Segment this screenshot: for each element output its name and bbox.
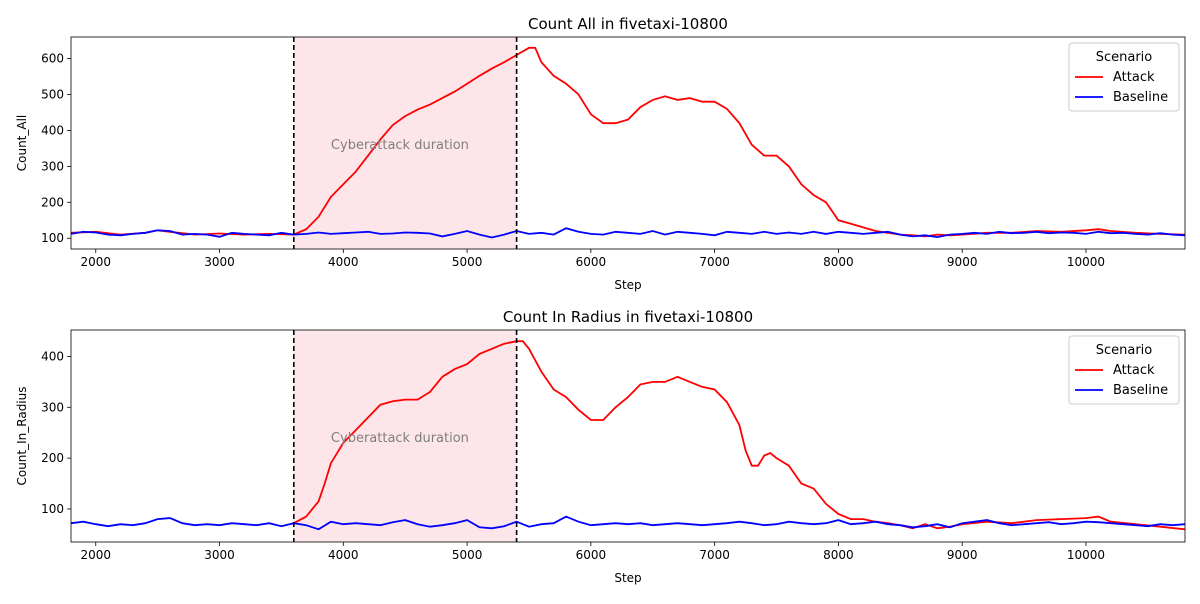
region-label: Cyberattack duration (331, 431, 469, 446)
x-tick-label: 3000 (204, 255, 235, 269)
x-tick-label: 8000 (823, 548, 854, 562)
y-axis-label: Count_All (15, 115, 29, 172)
x-tick-label: 5000 (452, 255, 483, 269)
y-tick-label: 100 (41, 502, 64, 516)
x-tick-label: 7000 (699, 255, 730, 269)
legend-label-attack: Attack (1113, 363, 1155, 378)
x-tick-label: 3000 (204, 548, 235, 562)
legend: Scenario Attack Baseline (1068, 335, 1180, 405)
x-tick-label: 2000 (80, 255, 111, 269)
y-tick-label: 500 (41, 87, 64, 101)
series-line-attack (71, 46, 1185, 238)
y-tick-label: 400 (41, 349, 64, 363)
y-tick-label: 200 (41, 195, 64, 209)
y-tick-label: 300 (41, 159, 64, 173)
region-label: Cyberattack duration (331, 138, 469, 153)
x-axis-label: Step (614, 571, 641, 585)
x-tick-label: 9000 (947, 255, 978, 269)
x-tick-label: 7000 (699, 548, 730, 562)
plot-frame (70, 36, 1186, 250)
chart-title: Count All in fivetaxi-10800 (528, 15, 728, 33)
x-tick-label: 5000 (452, 548, 483, 562)
cyberattack-region (293, 330, 517, 542)
count-in-radius-chart: Cyberattack duration 2000 3000 4000 5000 6000… (15, 308, 1186, 585)
y-tick-label: 300 (41, 400, 64, 414)
series-line-baseline (71, 227, 1185, 239)
series-line-baseline (71, 515, 1185, 531)
x-tick-label: 10000 (1067, 548, 1105, 562)
y-tick-label: 600 (41, 52, 64, 66)
chart-title: Count In Radius in fivetaxi-10800 (503, 308, 753, 326)
x-tick-label: 2000 (80, 548, 111, 562)
legend: Scenario Attack Baseline (1068, 42, 1180, 112)
y-tick-label: 100 (41, 231, 64, 245)
x-tick-label: 9000 (947, 548, 978, 562)
x-tick-label: 4000 (328, 548, 359, 562)
x-axis-label: Step (614, 278, 641, 292)
cyberattack-region (293, 37, 517, 249)
legend-box (1068, 42, 1180, 112)
legend-label-baseline: Baseline (1113, 90, 1168, 105)
series-line-attack (293, 340, 1185, 531)
x-tick-label: 8000 (823, 255, 854, 269)
plot-frame (70, 329, 1186, 543)
y-tick-label: 400 (41, 123, 64, 137)
y-tick-label: 200 (41, 451, 64, 465)
legend-box (1068, 335, 1180, 405)
count-all-chart: Cyberattack duration 2000 3000 4000 5000 6000… (15, 15, 1186, 292)
y-axis-label: Count_In_Radius (15, 386, 29, 485)
x-tick-label: 6000 (576, 548, 607, 562)
x-tick-label: 4000 (328, 255, 359, 269)
legend-title: Scenario (1096, 50, 1153, 65)
x-tick-label: 10000 (1067, 255, 1105, 269)
x-tick-label: 6000 (576, 255, 607, 269)
legend-title: Scenario (1096, 343, 1153, 358)
legend-label-attack: Attack (1113, 70, 1155, 85)
legend-label-baseline: Baseline (1113, 383, 1168, 398)
